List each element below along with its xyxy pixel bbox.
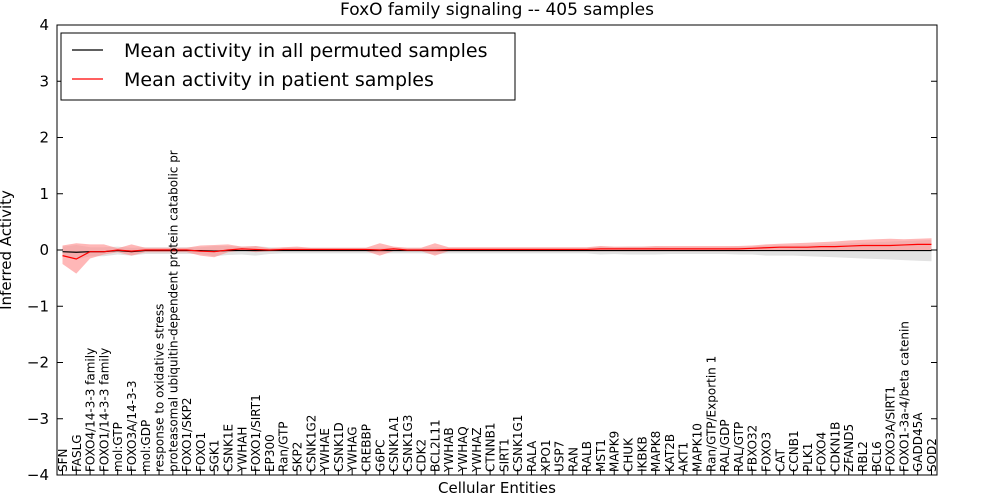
x-tick-label: FOXO3A/SIRT1 [884,386,898,472]
x-tick-label: FASLG [70,434,84,472]
chart-title: FoxO family signaling -- 405 samples [340,0,654,20]
x-tick-label: YWHAH [235,427,249,473]
x-tick-label: MAPK8 [649,431,663,472]
line-patient-mean [62,243,932,260]
x-tick-label: MAPK9 [608,431,622,472]
x-tick-label: FOXO3A/14-3-3 [125,380,139,472]
x-tick-label: AKT1 [677,442,691,472]
x-tick-label: FOXO4/14-3-3 family [84,348,98,472]
x-tick-label: YWHAZ [470,427,484,473]
x-tick-label: FOXO3 [759,432,773,472]
x-tick-label: KAT2B [663,434,677,472]
x-tick-label: CSNK1D [332,422,346,472]
x-tick-label: YWHAG [346,426,360,473]
x-tick-label: mol:GTP [111,422,125,472]
x-tick-label: RALA [525,440,539,472]
x-tick-label: proteasomal ubiquitin-dependent protein … [166,150,180,472]
x-axis-label: Cellular Entities [438,479,556,497]
y-axis-label: Inferred Activity [0,190,15,310]
y-tick-label: −1 [27,297,49,315]
x-tick-label: CTNNB1 [484,422,498,472]
x-tick-label: FOXO1/SKP2 [180,397,194,472]
y-tick-label: −3 [27,410,49,428]
y-tick-label: 3 [39,72,49,90]
x-tick-label: Ran/GTP [277,421,291,472]
legend-box [60,32,516,101]
x-tick-label: XPO1 [539,439,553,472]
x-ticks [62,469,932,475]
y-tick-label: −4 [27,466,49,484]
x-tick-label: FOXO4 [815,432,829,472]
x-tick-label: RAL/GTP [732,422,746,472]
x-tick-label: CSNK1A1 [387,416,401,472]
x-tick-label: IKBKB [635,436,649,472]
x-tick-label: RAN [566,447,580,472]
x-tick-label: SGK1 [208,440,222,472]
x-tick-label: SKP2 [290,442,304,472]
series-lines [62,243,932,260]
x-tick-label: CSNK1E [222,424,236,472]
x-tick-label: FOXO1/14-3-3 family [97,348,111,472]
x-tick-label: mol:GDP [139,420,153,472]
x-tick-label: G6PC [373,439,387,472]
y-tick-label: 2 [39,129,49,147]
x-tick-label: CAT [773,448,787,472]
x-tick-label: CSNK1G1 [511,415,525,472]
x-tick-label: BCL6 [870,441,884,472]
x-tick-label: ZFAND5 [842,424,856,472]
x-tick-label: CSNK1G3 [401,415,415,472]
band-patient [62,238,932,274]
x-tick-label: RAL/GDP [718,419,732,472]
y-tick-label: 4 [39,16,49,34]
x-tick-label: FOXO1 [194,432,208,472]
x-tick-label: CCNB1 [787,430,801,472]
x-tick-label: YWHAE [318,428,332,473]
y-tick-label: −2 [27,354,49,372]
x-tick-label: MAPK10 [691,423,705,472]
x-tick-label: SFN [56,449,70,473]
x-tick-label: SIRT1 [497,438,511,472]
x-tick-label: USP7 [553,441,567,472]
x-tick-label: YWHAQ [456,426,470,473]
x-tick-label: SOD2 [925,438,939,472]
x-tick-label: YWHAB [442,427,456,473]
x-tick-labels: SFN FASLG FOXO4/14-3-3 family FOXO1/14-3-3 … [56,150,939,473]
x-tick-label: CREBBP [359,424,373,472]
x-tick-label: CDKN1B [828,422,842,472]
legend: Mean activity in all permuted samples Me… [60,32,516,101]
y-tick-label: 0 [39,241,49,259]
y-tick-label: 1 [39,185,49,203]
x-tick-label: response to oxidative stress [153,304,167,472]
x-tick-label: CHUK [622,437,636,472]
x-tick-label: FOXO1-3a-4/beta catenin [897,321,911,472]
x-tick-label: FBXO32 [746,425,760,472]
y-axis: −4 −3 −2 −1 0 1 2 3 4 [27,16,937,484]
legend-label-permuted: Mean activity in all permuted samples [124,40,487,62]
x-tick-label: FOXO1/SIRT1 [249,394,263,472]
x-tick-label: RALB [580,441,594,472]
x-tick-label: CDK2 [415,439,429,472]
x-tick-label: RBL2 [856,441,870,472]
x-tick-label: BCL2L11 [428,419,442,472]
x-tick-label: Ran/GTP/Exportin 1 [704,356,718,472]
x-tick-label: EP300 [263,434,277,472]
x-tick-label: MST1 [594,439,608,472]
x-tick-label: PLK1 [801,443,815,472]
legend-label-patient: Mean activity in patient samples [124,69,434,91]
x-tick-label: GADD45A [911,412,925,472]
x-tick-label: CSNK1G2 [304,415,318,472]
